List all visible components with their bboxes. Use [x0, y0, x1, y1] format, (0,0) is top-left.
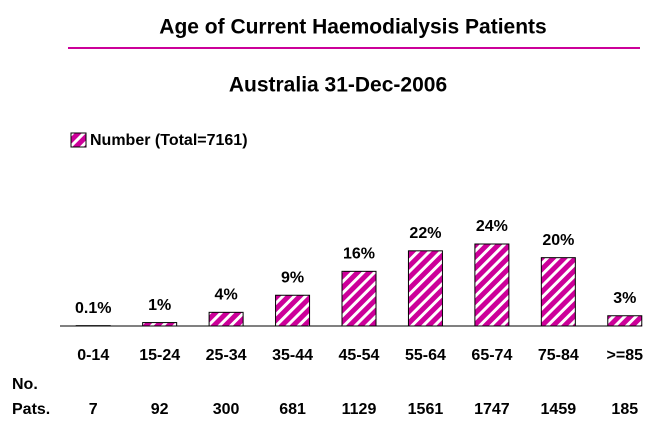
count-cell: 7 — [89, 401, 98, 418]
x-tick-label: 0-14 — [77, 347, 109, 364]
count-cell: 1459 — [541, 401, 577, 418]
count-cell: 1129 — [342, 401, 377, 418]
legend-label: Number (Total=7161) — [90, 132, 248, 149]
count-cell: 300 — [213, 401, 240, 418]
value-label: 0.1% — [75, 300, 111, 317]
count-cell: 185 — [611, 401, 638, 418]
bar — [208, 311, 244, 327]
count-cell: 1561 — [408, 401, 444, 418]
legend-swatch — [70, 132, 87, 148]
x-tick-label: 75-84 — [538, 347, 579, 364]
bar — [540, 257, 576, 327]
x-tick-label: 35-44 — [272, 347, 313, 364]
x-tick-label: 25-34 — [206, 347, 247, 364]
count-cell: 1747 — [474, 401, 510, 418]
x-tick-label: 45-54 — [339, 347, 380, 364]
value-label: 1% — [148, 297, 171, 314]
value-label: 9% — [281, 269, 304, 286]
row-label: Pats. — [12, 401, 50, 418]
x-tick-label: 15-24 — [139, 347, 180, 364]
chart-subtitle: Australia 31-Dec-2006 — [229, 74, 447, 97]
x-tick-label: >=85 — [607, 347, 644, 364]
bar — [142, 322, 178, 327]
bar — [474, 243, 510, 327]
legend: Number (Total=7161) — [70, 132, 248, 149]
count-cell: 92 — [151, 401, 169, 418]
value-label: 22% — [409, 225, 441, 242]
value-label: 24% — [476, 218, 508, 235]
row-label: No. — [12, 376, 38, 393]
value-label: 16% — [343, 246, 375, 263]
value-label: 20% — [542, 232, 574, 249]
bar — [607, 315, 643, 327]
bar — [341, 270, 377, 327]
value-label: 3% — [613, 290, 636, 307]
bar — [407, 250, 443, 327]
count-cell: 681 — [279, 401, 306, 418]
x-tick-label: 65-74 — [471, 347, 512, 364]
bar — [275, 294, 311, 327]
value-label: 4% — [215, 287, 238, 304]
x-tick-label: 55-64 — [405, 347, 446, 364]
chart-title: Age of Current Haemodialysis Patients — [159, 16, 546, 39]
